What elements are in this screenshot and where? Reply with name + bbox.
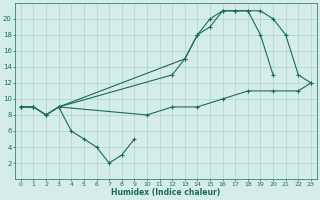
X-axis label: Humidex (Indice chaleur): Humidex (Indice chaleur) xyxy=(111,188,220,197)
